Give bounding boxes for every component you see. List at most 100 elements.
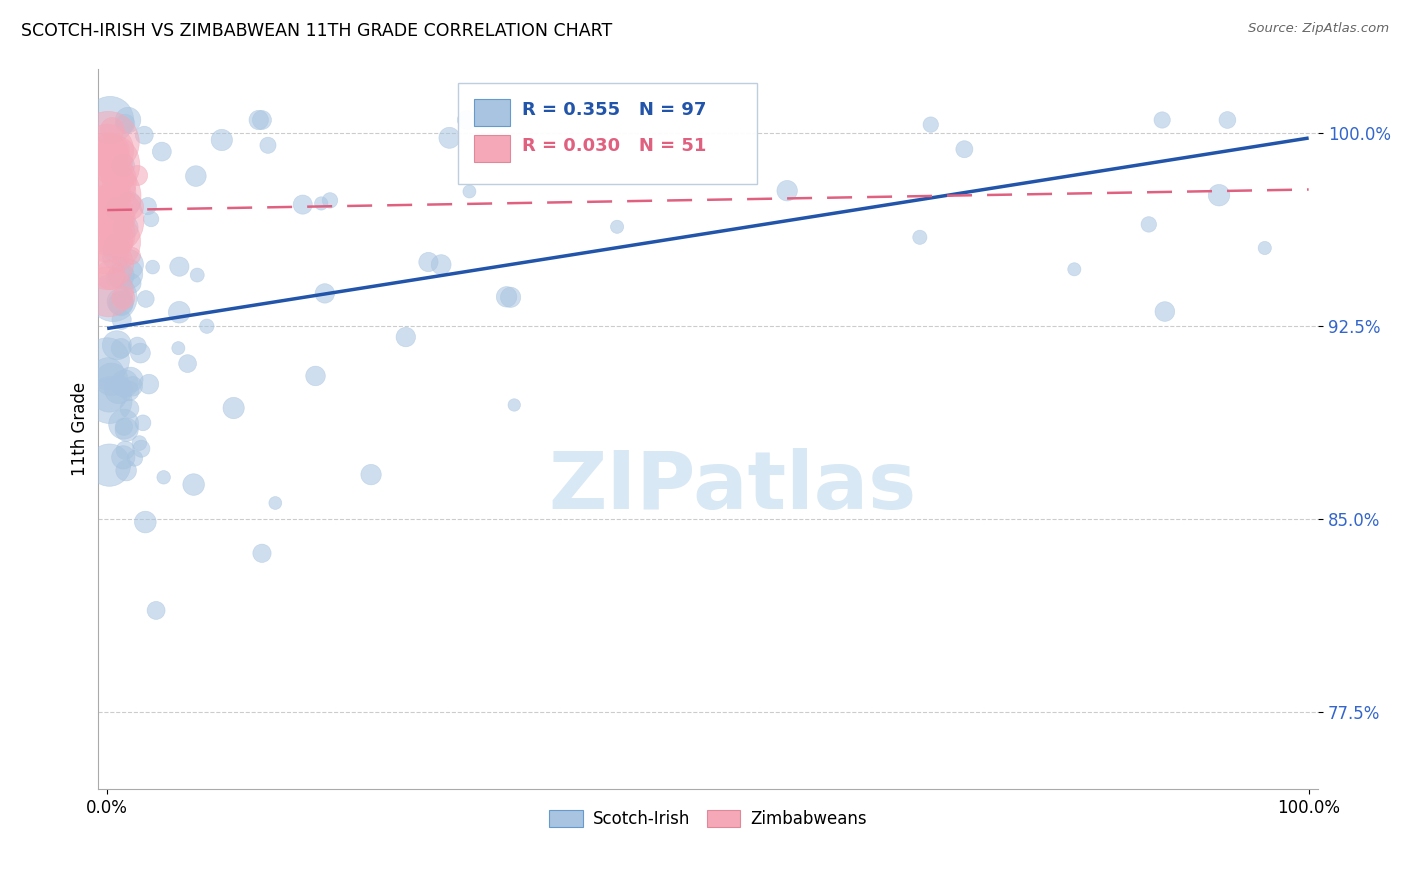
Point <box>100 203 122 218</box>
Point <box>183 477 205 491</box>
Point <box>110 296 132 310</box>
Point <box>98 209 121 223</box>
Point <box>98 387 121 401</box>
Point <box>112 185 135 199</box>
FancyBboxPatch shape <box>458 83 756 184</box>
Point <box>112 450 135 465</box>
Point <box>503 398 526 412</box>
Point <box>112 291 135 305</box>
Point <box>1152 113 1174 128</box>
Point <box>105 239 128 253</box>
Point <box>110 268 132 283</box>
Point <box>101 209 124 223</box>
Point <box>103 144 125 158</box>
Point <box>105 338 128 352</box>
Point <box>953 142 976 156</box>
Point <box>117 258 139 272</box>
Point <box>430 258 453 272</box>
Point <box>114 443 136 458</box>
Point <box>96 188 118 202</box>
Point <box>167 341 190 355</box>
Point <box>319 194 342 208</box>
Point <box>100 198 122 212</box>
Point <box>456 113 478 128</box>
Point <box>112 211 135 226</box>
Point <box>112 165 135 179</box>
Point <box>104 169 127 184</box>
Point <box>134 128 156 143</box>
Point <box>118 401 141 416</box>
Point <box>97 174 120 188</box>
Point <box>112 419 135 434</box>
Point <box>105 230 128 244</box>
Point <box>98 113 121 128</box>
Point <box>98 213 121 227</box>
Point <box>112 171 135 186</box>
Point <box>97 235 120 249</box>
Text: R = 0.030   N = 51: R = 0.030 N = 51 <box>523 137 707 155</box>
Point <box>104 183 127 197</box>
Point <box>105 202 128 216</box>
Point <box>141 212 163 227</box>
FancyBboxPatch shape <box>474 135 510 162</box>
Point <box>1137 218 1160 232</box>
Point <box>108 237 131 252</box>
Point <box>103 250 125 264</box>
Point <box>115 464 138 478</box>
Point <box>211 133 233 147</box>
Point <box>145 603 167 617</box>
Point <box>117 267 139 281</box>
Point <box>250 546 273 560</box>
Point <box>114 220 136 235</box>
Point <box>110 294 132 309</box>
Point <box>1063 262 1085 277</box>
Point <box>304 368 326 383</box>
Point <box>127 339 149 353</box>
Point <box>184 169 207 183</box>
Point <box>97 136 120 150</box>
Point <box>112 159 135 173</box>
Point <box>98 225 121 239</box>
Point <box>120 277 142 291</box>
Point <box>115 423 138 437</box>
Point <box>97 149 120 163</box>
Point <box>135 292 157 306</box>
Point <box>108 211 131 226</box>
Point <box>121 249 143 263</box>
Point <box>247 113 270 128</box>
Point <box>98 458 121 472</box>
Point <box>107 383 129 397</box>
Point <box>120 373 142 387</box>
Point <box>110 251 132 265</box>
Point <box>107 186 129 200</box>
Point <box>142 260 165 274</box>
Point <box>110 312 132 326</box>
Point <box>1153 304 1175 318</box>
Point <box>291 197 314 211</box>
Point <box>132 416 155 430</box>
Point <box>395 330 418 344</box>
Point <box>606 219 628 234</box>
Point <box>103 213 125 227</box>
Point <box>97 205 120 219</box>
Point <box>129 346 152 360</box>
Point <box>250 113 273 128</box>
Text: Source: ZipAtlas.com: Source: ZipAtlas.com <box>1249 22 1389 36</box>
Point <box>97 158 120 172</box>
Point <box>98 194 121 209</box>
Point <box>98 219 121 234</box>
Point <box>257 138 280 153</box>
Point <box>136 199 159 213</box>
Y-axis label: 11th Grade: 11th Grade <box>72 382 89 476</box>
Point <box>167 305 190 319</box>
Point <box>98 200 121 214</box>
Point <box>152 470 174 484</box>
Point <box>98 145 121 160</box>
Point <box>98 394 121 409</box>
Point <box>1254 241 1277 255</box>
Point <box>186 268 208 282</box>
Point <box>127 169 149 183</box>
Point <box>439 131 461 145</box>
Point <box>314 286 336 301</box>
Legend: Scotch-Irish, Zimbabweans: Scotch-Irish, Zimbabweans <box>543 804 873 835</box>
